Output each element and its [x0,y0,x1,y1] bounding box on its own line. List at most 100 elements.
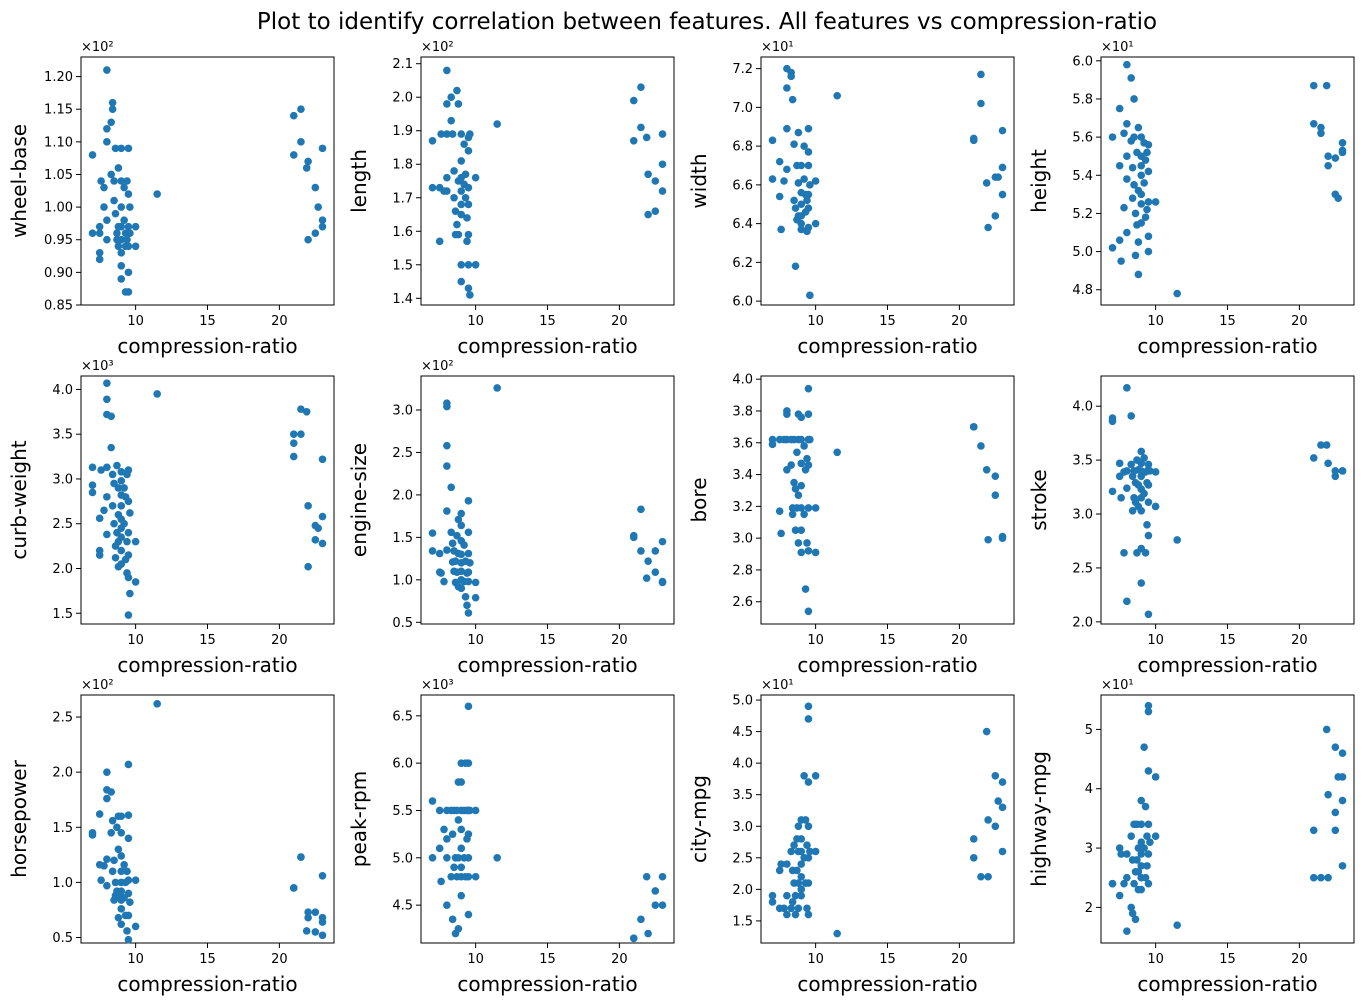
scatter-point [311,536,320,544]
scatter-point [833,929,841,938]
scatter-point [644,929,652,938]
scatter-point [88,151,97,159]
scatter-point [790,196,798,205]
y-tick-label: 6.0 [1072,54,1093,69]
x-axis-label: compression-ratio [117,334,297,358]
subplot-stroke: 10 15 20 2.0 2.5 3.0 3.5 4.0 compression-ratio st… [1027,375,1355,677]
scatter-point [457,825,466,834]
axes-frame [1100,694,1355,944]
subplot-width: 10 15 20 6.0 6.2 6.4 6.6 6.8 7.0 7.2 ×10¹ compressi… [687,40,1015,358]
scatter-point [453,86,461,95]
scatter-point [794,491,803,500]
scatter-point [457,550,466,559]
scatter-point [466,291,474,299]
y-tick-label: 2.5 [52,711,73,726]
scatter-point [794,904,803,913]
scatter-point [311,229,320,238]
scatter-point [1309,81,1318,90]
axis-offset-text: ×10¹ [1101,678,1134,693]
y-tick-label: 3.2 [732,500,753,515]
scatter-point [1173,289,1181,298]
scatter-point [982,727,991,736]
scatter-point [464,230,473,239]
scatter-point [443,100,451,108]
scatter-point [1137,796,1146,805]
scatter-point [1108,879,1117,888]
y-tick-label: 0.85 [44,299,73,314]
scatter-point [100,183,108,192]
scatter-point [658,187,667,195]
scatter-point [797,504,806,512]
scatter-point [1128,909,1137,918]
scatter-point [991,771,1000,780]
scatter-point [428,547,437,555]
scatter-point [289,430,298,438]
scatter-point [797,860,806,868]
scatter-point [471,260,480,269]
y-tick-label: 6.0 [392,757,413,772]
scatter-point [1108,133,1117,141]
scatter-point [791,891,800,900]
scatter-point [1123,384,1131,392]
scatter-point [977,442,985,450]
scatter-point [994,797,1002,805]
scatter-point [103,379,111,387]
y-tick-label: 6.8 [732,140,753,155]
scatter-point [124,834,133,843]
scatter-point [984,223,992,232]
x-tick-label: 15 [1219,633,1236,648]
scatter-point [1324,152,1332,160]
scatter-point [801,816,810,824]
scatter-point [457,844,466,853]
scatter-point [464,568,473,576]
scatter-point [804,547,813,555]
scatter-point [1151,773,1160,781]
scatter-point [123,235,131,244]
x-tick-label: 15 [199,314,216,329]
x-tick-label: 20 [1291,633,1308,648]
scatter-point [117,920,126,929]
y-tick-label: 4.0 [1072,400,1093,415]
y-tick-label: 4.5 [732,725,753,740]
scatter-point [800,771,808,780]
scatter-point [775,192,784,201]
scatter-point [1137,171,1146,180]
scatter-point [103,216,111,224]
scatter-point [1338,749,1347,757]
scatter-point [1120,203,1128,212]
x-tick-label: 15 [1219,952,1236,967]
x-tick-label: 15 [199,952,216,967]
axes-frame [1100,56,1355,306]
y-tick-label: 2.8 [732,563,753,578]
scatter-point [658,537,667,546]
scatter-point [804,778,813,786]
scatter-point [1324,161,1332,170]
scatter-point [1140,844,1148,852]
scatter-point [107,412,115,421]
scatter-point [311,183,320,192]
scatter-point [448,915,457,924]
scatter-point [794,539,803,547]
scatter-point [994,173,1002,181]
scatter-point [443,402,451,411]
scatter-point [304,157,312,166]
scatter-point [998,163,1007,172]
scatter-point [311,908,320,916]
scatter-point [107,443,115,452]
x-tick-label: 10 [1147,314,1164,329]
y-tick-label: 1.20 [44,70,73,85]
scatter-point [1144,610,1153,619]
scatter-point [1322,81,1331,90]
scatter-point [114,484,123,492]
scatter-point [1331,743,1340,752]
scatter-point [117,203,126,211]
scatter-point [998,534,1007,542]
scatter-point [1137,820,1146,829]
scatter-point [998,778,1007,786]
scatter-point [131,922,140,931]
scatter-point [131,222,140,231]
scatter-point [1338,467,1347,475]
y-tick-label: 6.6 [732,178,753,193]
scatter-point [658,872,667,881]
scatter-point [1130,181,1138,189]
